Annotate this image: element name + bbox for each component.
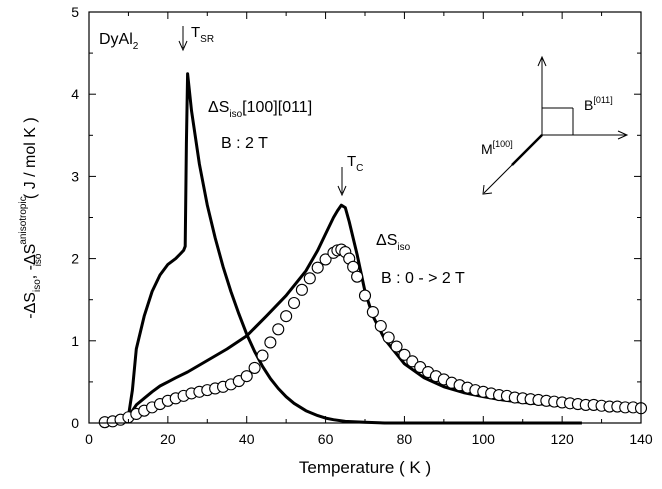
data-point [382,331,395,344]
t-sr-label: TSR [191,24,214,45]
y-tick-labels: 0 1 2 3 4 5 [71,4,79,431]
data-point [240,370,253,383]
y-tick-label: 5 [71,4,79,20]
iso-series-label: ΔSiso [376,232,411,253]
data-point [264,336,277,349]
t-c-marker [337,167,347,197]
data-point [390,340,403,353]
data-point [303,272,316,285]
y-axis-label: -ΔSiso, -ΔSanisotropiciso ( J / mol K ) [18,117,44,318]
axis-ticks [88,11,642,424]
inset-b-label: B[011] [584,95,613,113]
data-point [374,319,387,333]
aniso-field-label: B : 2 T [221,135,268,152]
data-point [280,310,293,323]
x-tick-label: 100 [472,431,496,447]
t-c-label: TC [347,153,363,174]
data-point [248,361,261,374]
data-point [311,261,324,274]
y-tick-label: 3 [71,168,79,184]
y-tick-label: 2 [71,251,79,267]
data-point [295,283,308,296]
x-tick-label: 40 [239,431,255,447]
x-tick-label: 120 [550,431,574,447]
y-tick-label: 0 [71,415,79,431]
x-tick-label: 140 [629,431,653,447]
y-tick-label: 4 [71,86,79,102]
x-tick-label: 0 [85,431,93,447]
t-sr-marker [178,26,188,52]
series-iso-markers [98,243,648,429]
y-tick-label: 1 [71,333,79,349]
data-point [272,323,285,336]
x-tick-label: 20 [160,431,176,447]
inset-axes-diagram [482,55,629,195]
data-point [398,348,411,361]
data-point [287,296,301,310]
data-point [366,305,379,319]
x-tick-labels: 0 20 40 60 80 100 120 140 [85,431,653,447]
data-point [351,270,364,283]
x-tick-label: 60 [318,431,334,447]
data-point [256,349,269,362]
sample-label: DyAl2 [99,31,139,52]
data-layer [98,72,648,429]
x-axis-label: Temperature ( K ) [299,458,431,477]
data-point [358,289,372,302]
aniso-series-label: ΔSiso[100][011] [208,99,312,120]
x-tick-label: 80 [397,431,413,447]
data-point [319,253,332,266]
iso-field-label: B : 0 - > 2 T [381,270,465,287]
inset-m-label: M[100] [481,139,513,157]
